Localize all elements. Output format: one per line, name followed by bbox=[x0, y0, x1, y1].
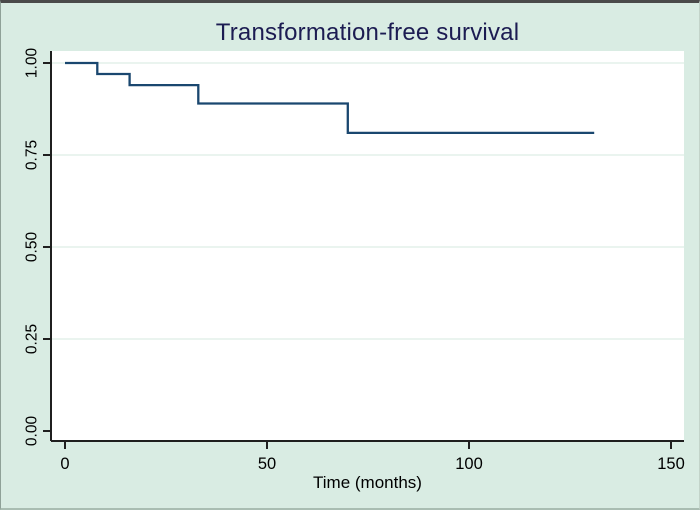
y-tick-label: 1.00 bbox=[24, 48, 41, 79]
y-tick-label: 0.25 bbox=[24, 324, 41, 354]
survival-curve bbox=[65, 61, 595, 135]
x-tick-label: 100 bbox=[455, 455, 483, 473]
chart-title: Transformation-free survival bbox=[215, 19, 520, 46]
plot-area bbox=[51, 51, 684, 441]
y-tick-label: 0.00 bbox=[24, 416, 41, 447]
y-tick-label: 0.50 bbox=[24, 232, 41, 263]
y-tick-label: 0.75 bbox=[24, 140, 41, 170]
x-tick-label: 0 bbox=[60, 455, 69, 473]
x-tick-label: 50 bbox=[258, 455, 276, 473]
x-tick-label: 150 bbox=[657, 455, 685, 473]
x-axis-title: Time (months) bbox=[313, 473, 422, 492]
km-plot-svg: 0.00 0.25 0.50 0.75 1.00 0 50 100 150 bbox=[24, 48, 685, 473]
